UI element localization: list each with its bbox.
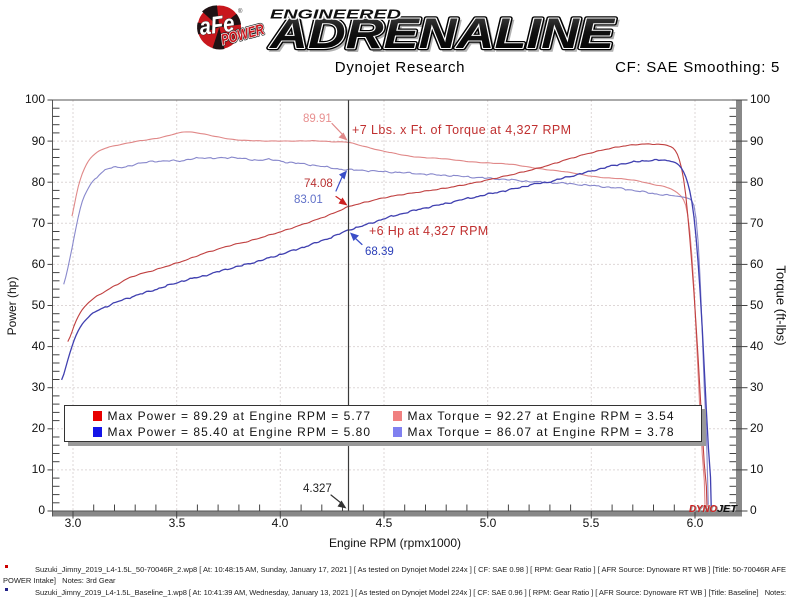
svg-text:ADRENALINE: ADRENALINE [269, 10, 616, 58]
svg-text:DYNO: DYNO [689, 503, 717, 515]
svg-text:ADRENALINE: ADRENALINE [269, 10, 616, 58]
svg-text:JET: JET [718, 504, 740, 516]
svg-text:JET: JET [717, 503, 739, 515]
svg-text:DYNO: DYNO [690, 504, 718, 516]
svg-text:aFe: aFe [198, 10, 236, 41]
svg-text:ENGINEERED: ENGINEERED [270, 7, 402, 22]
svg-text:ADRENALINE: ADRENALINE [269, 10, 616, 58]
svg-text:®: ® [238, 8, 243, 15]
svg-text:ADRENALINE: ADRENALINE [271, 13, 618, 61]
